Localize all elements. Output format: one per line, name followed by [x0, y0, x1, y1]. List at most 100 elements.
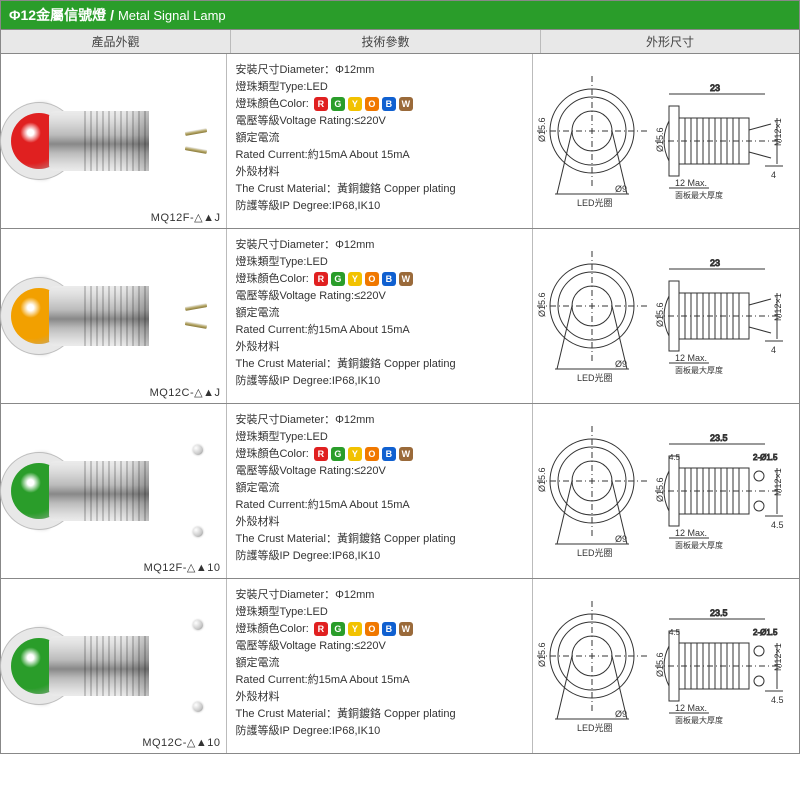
svg-text:Ø15.6: Ø15.6 [655, 477, 665, 502]
spec-crust: The Crust Material：黃銅鍍鉻 Copper plating [235, 531, 524, 548]
spec-color-label: 燈珠顏色Color: [235, 448, 308, 460]
cell-appearance: MQ12C-△▲10 [1, 579, 227, 753]
color-chip-g: G [331, 622, 345, 636]
cell-dimensions: Ø15.6 Ø9 LED光圈 2-Ø1.5 23.5 M12×1 Ø15.6 1… [533, 579, 799, 753]
cell-spec: 安裝尺寸Diameter：Φ12mm 燈珠類型Type:LED 燈珠顏色Colo… [227, 229, 533, 403]
spec-rated-current: Rated Current:約15mA About 15mA [235, 322, 524, 339]
spec-crust-label: 外殼材料 [235, 514, 524, 531]
spec-crust-label: 外殼材料 [235, 689, 524, 706]
title-zh: Φ12金屬信號燈 [9, 5, 106, 25]
title-sep: / [110, 7, 114, 23]
spec-diameter: 安裝尺寸Diameter：Φ12mm [235, 587, 524, 604]
color-chip-r: R [314, 272, 328, 286]
svg-text:LED光圈: LED光圈 [577, 197, 613, 208]
color-chip-w: W [399, 447, 413, 461]
color-chip-g: G [331, 97, 345, 111]
spec-crust: The Crust Material：黃銅鍍鉻 Copper plating [235, 181, 524, 198]
cell-appearance: MQ12C-△▲J [1, 229, 227, 403]
spec-voltage: 電壓等級Voltage Rating:≤220V [235, 638, 524, 655]
svg-text:12 Max.: 12 Max. [675, 353, 707, 363]
color-chip-w: W [399, 272, 413, 286]
title-bar: Φ12金屬信號燈 / Metal Signal Lamp [0, 0, 800, 30]
color-chip-o: O [365, 272, 379, 286]
spec-diameter: 安裝尺寸Diameter：Φ12mm [235, 412, 524, 429]
cell-dimensions: Ø15.6 Ø9 LED光圈 23 M12×1 Ø15.6 12 Max. 面板… [533, 229, 799, 403]
spec-color: 燈珠顏色Color: RGYOBW [235, 621, 524, 638]
svg-text:LED光圈: LED光圈 [577, 372, 613, 383]
spec-ip: 防護等級IP Degree:IP68,IK10 [235, 373, 524, 390]
spec-color: 燈珠顏色Color: RGYOBW [235, 96, 524, 113]
spec-color-label: 燈珠顏色Color: [235, 623, 308, 635]
cell-spec: 安裝尺寸Diameter：Φ12mm 燈珠類型Type:LED 燈珠顏色Colo… [227, 54, 533, 228]
model-label: MQ12C-△▲10 [142, 736, 220, 749]
svg-text:Ø15.6: Ø15.6 [537, 292, 547, 317]
spec-color: 燈珠顏色Color: RGYOBW [235, 271, 524, 288]
color-chip-b: B [382, 622, 396, 636]
svg-text:Ø9: Ø9 [615, 709, 627, 719]
color-chip-b: B [382, 272, 396, 286]
spec-voltage: 電壓等級Voltage Rating:≤220V [235, 113, 524, 130]
svg-text:M12×1: M12×1 [773, 468, 783, 496]
header-spec: 技術參數 [231, 30, 541, 53]
color-chip-o: O [365, 97, 379, 111]
spec-crust: The Crust Material：黃銅鍍鉻 Copper plating [235, 356, 524, 373]
svg-text:Ø9: Ø9 [615, 184, 627, 194]
color-chip-g: G [331, 272, 345, 286]
svg-text:4.5: 4.5 [771, 520, 784, 530]
color-chip-w: W [399, 622, 413, 636]
spec-type: 燈珠類型Type:LED [235, 79, 524, 96]
color-chip-b: B [382, 97, 396, 111]
svg-text:23: 23 [710, 83, 720, 93]
drawing-side: 2-Ø1.5 23.5 M12×1 Ø15.6 12 Max. 面板最大厚度 4… [655, 591, 795, 741]
spec-color-label: 燈珠顏色Color: [235, 273, 308, 285]
spec-diameter: 安裝尺寸Diameter：Φ12mm [235, 237, 524, 254]
svg-text:4: 4 [771, 170, 776, 180]
spec-rated-current: Rated Current:約15mA About 15mA [235, 672, 524, 689]
svg-text:面板最大厚度: 面板最大厚度 [675, 365, 723, 375]
svg-text:LED光圈: LED光圈 [577, 547, 613, 558]
cell-spec: 安裝尺寸Diameter：Φ12mm 燈珠類型Type:LED 燈珠顏色Colo… [227, 404, 533, 578]
svg-text:Ø15.6: Ø15.6 [655, 302, 665, 327]
spec-crust: The Crust Material：黃銅鍍鉻 Copper plating [235, 706, 524, 723]
spec-rated-current: Rated Current:約15mA About 15mA [235, 147, 524, 164]
spec-rated-current-label: 額定電流 [235, 480, 524, 497]
spec-type: 燈珠類型Type:LED [235, 429, 524, 446]
spec-rated-current: Rated Current:約15mA About 15mA [235, 497, 524, 514]
model-label: MQ12C-△▲J [150, 386, 221, 399]
svg-text:面板最大厚度: 面板最大厚度 [675, 540, 723, 550]
drawing-front: Ø15.6 Ø9 LED光圈 [537, 416, 647, 566]
drawing-front: Ø15.6 Ø9 LED光圈 [537, 241, 647, 391]
svg-text:4: 4 [771, 345, 776, 355]
header-appearance: 產品外觀 [1, 30, 231, 53]
color-chip-w: W [399, 97, 413, 111]
color-chip-r: R [314, 622, 328, 636]
svg-text:2-Ø1.5: 2-Ø1.5 [753, 628, 778, 637]
spec-voltage: 電壓等級Voltage Rating:≤220V [235, 463, 524, 480]
cell-dimensions: Ø15.6 Ø9 LED光圈 23 M12×1 Ø15.6 12 Max. 面板… [533, 54, 799, 228]
cell-appearance: MQ12F-△▲10 [1, 404, 227, 578]
svg-text:LED光圈: LED光圈 [577, 722, 613, 733]
spec-ip: 防護等級IP Degree:IP68,IK10 [235, 723, 524, 740]
cell-appearance: MQ12F-△▲J [1, 54, 227, 228]
svg-text:23.5: 23.5 [710, 608, 728, 618]
lamp-photo [39, 81, 189, 201]
header-dimensions: 外形尺寸 [541, 30, 799, 53]
spec-type: 燈珠類型Type:LED [235, 254, 524, 271]
svg-text:12 Max.: 12 Max. [675, 178, 707, 188]
color-chip-y: Y [348, 272, 362, 286]
color-chip-b: B [382, 447, 396, 461]
model-label: MQ12F-△▲J [151, 211, 221, 224]
spec-rated-current-label: 額定電流 [235, 305, 524, 322]
lamp-photo [39, 606, 189, 726]
svg-text:Ø15.6: Ø15.6 [537, 467, 547, 492]
svg-text:23: 23 [710, 258, 720, 268]
color-chip-r: R [314, 97, 328, 111]
spec-diameter: 安裝尺寸Diameter：Φ12mm [235, 62, 524, 79]
spec-color-label: 燈珠顏色Color: [235, 98, 308, 110]
spec-voltage: 電壓等級Voltage Rating:≤220V [235, 288, 524, 305]
svg-text:M12×1: M12×1 [773, 118, 783, 146]
svg-text:Ø15.6: Ø15.6 [537, 642, 547, 667]
title-en: Metal Signal Lamp [118, 8, 226, 23]
svg-text:Ø9: Ø9 [615, 359, 627, 369]
spec-rated-current-label: 額定電流 [235, 130, 524, 147]
